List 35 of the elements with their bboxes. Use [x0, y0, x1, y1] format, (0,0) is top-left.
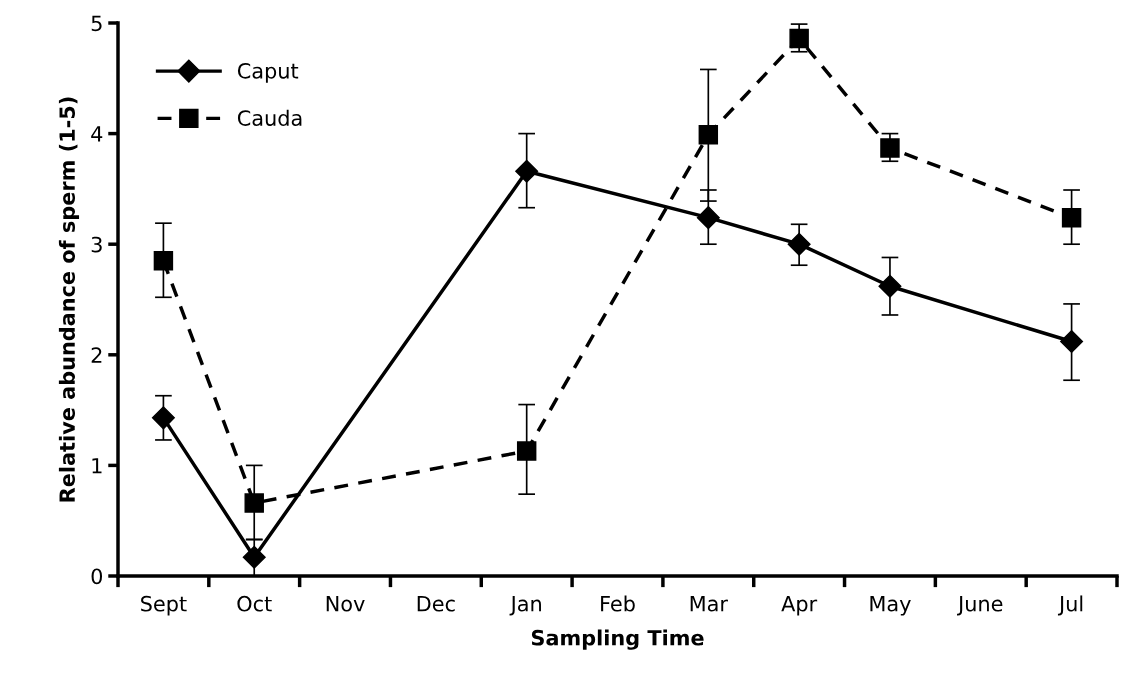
x-tick-label: Oct: [237, 595, 272, 612]
x-tick-label: Feb: [601, 595, 635, 612]
point: [696, 206, 720, 230]
y-tick-label: 2: [91, 347, 102, 363]
x-tick-label: June: [957, 596, 1003, 616]
point: [244, 493, 264, 513]
point: [1061, 207, 1082, 228]
point: [151, 406, 175, 430]
point: [1060, 330, 1084, 354]
x-tick-label: May: [870, 596, 911, 616]
y-axis-title: Relative abundance of sperm (1-5): [58, 97, 80, 502]
point: [516, 441, 537, 461]
point: [242, 545, 266, 569]
x-tick-label: Jul: [1057, 595, 1083, 616]
y-tick-label: 5: [91, 15, 102, 32]
x-tick-label: Dec: [417, 596, 455, 612]
legend-label: Caput: [237, 62, 299, 83]
point: [880, 138, 900, 158]
point: [698, 124, 719, 145]
x-tick-label: Nov: [326, 596, 365, 612]
y-tick-label: 1: [92, 458, 102, 474]
point: [153, 251, 174, 271]
x-tick-label: Apr: [781, 596, 818, 616]
x-tick-label: Mar: [690, 596, 728, 612]
x-tick-label: Jan: [509, 596, 541, 616]
point: [787, 232, 811, 256]
point: [789, 28, 809, 49]
legend-label: Cauda: [237, 109, 302, 126]
point: [878, 274, 902, 298]
x-axis-title: Sampling Time: [531, 629, 704, 650]
x-tick-label: Sept: [141, 595, 187, 616]
y-tick-label: 4: [91, 126, 103, 142]
y-tick-label: 3: [91, 236, 102, 253]
y-tick-label: 0: [91, 568, 103, 585]
point: [515, 159, 539, 183]
